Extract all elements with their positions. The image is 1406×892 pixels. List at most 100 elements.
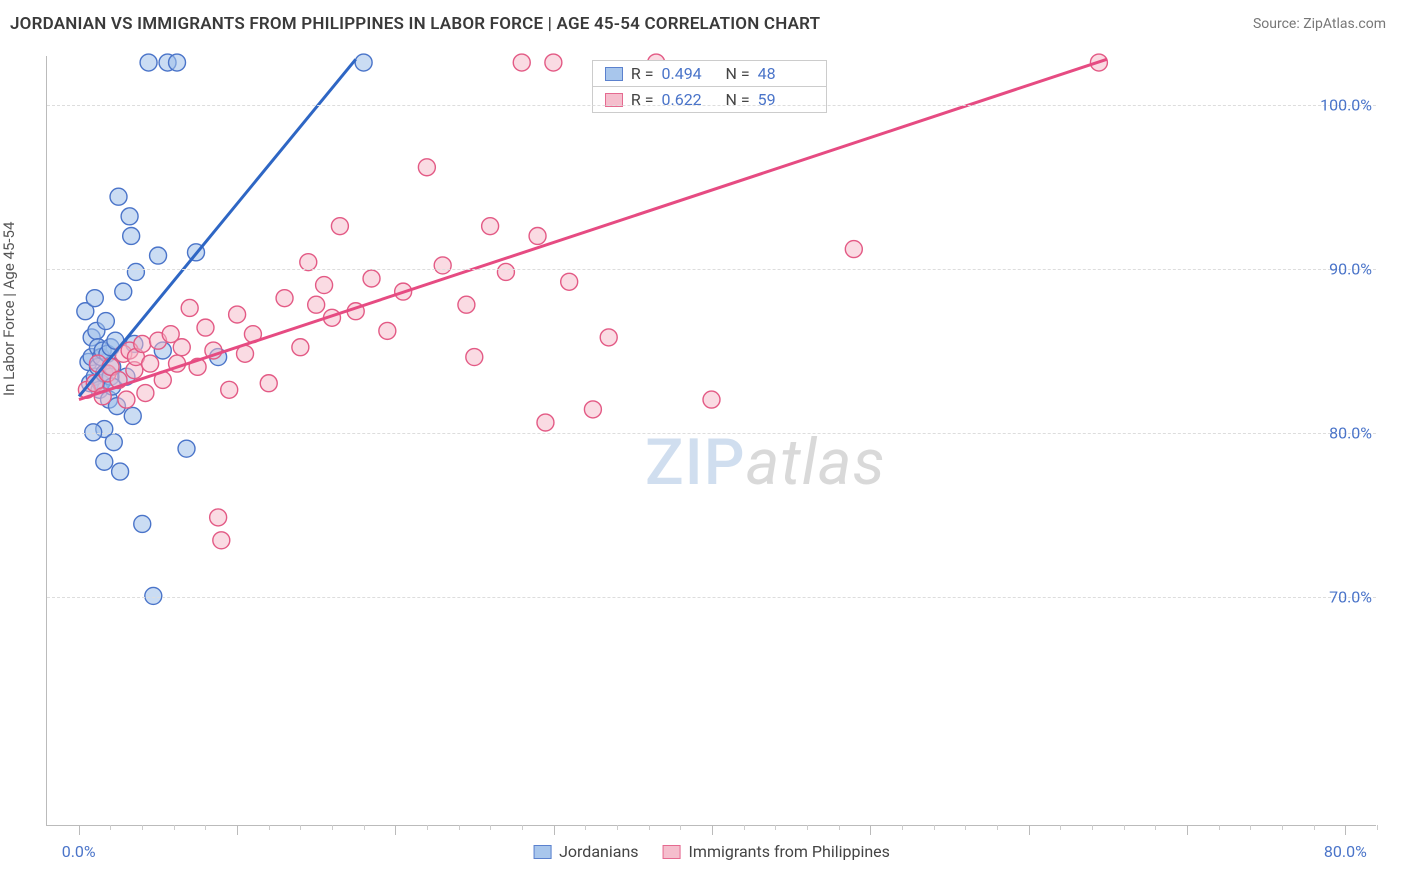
scatter-point-philippines [331, 218, 348, 235]
scatter-point-philippines [379, 322, 396, 339]
x-tick-minor [490, 825, 491, 830]
x-tick-minor [142, 825, 143, 830]
r-label: R = [631, 90, 654, 109]
legend-swatch [605, 67, 623, 81]
scatter-point-philippines [845, 241, 862, 258]
x-tick-minor [807, 825, 808, 830]
x-tick-minor [1282, 825, 1283, 830]
scatter-point-philippines [134, 335, 151, 352]
x-tick-major [1029, 825, 1030, 835]
x-tick-label: 80.0% [1324, 842, 1367, 861]
x-tick-minor [965, 825, 966, 830]
scatter-point-jordanians [169, 54, 186, 71]
scatter-point-philippines [221, 381, 238, 398]
x-tick-minor [1124, 825, 1125, 830]
x-tick-major [237, 825, 238, 835]
legend-label: Jordanians [559, 842, 638, 861]
scatter-point-philippines [181, 299, 198, 316]
scatter-point-philippines [197, 319, 214, 336]
gridline-h [47, 433, 1376, 434]
scatter-point-jordanians [121, 208, 138, 225]
x-tick-major [554, 825, 555, 835]
x-tick-minor [300, 825, 301, 830]
scatter-point-philippines [584, 401, 601, 418]
scatter-point-philippines [276, 290, 293, 307]
scatter-point-jordanians [124, 407, 141, 424]
scatter-point-jordanians [140, 54, 157, 71]
scatter-point-philippines [210, 509, 227, 526]
r-value: 0.494 [661, 64, 717, 83]
y-tick-label: 80.0% [1329, 423, 1378, 442]
x-tick-major [395, 825, 396, 835]
corr-legend-row-jordanians: R = 0.494 N = 48 [593, 61, 826, 86]
x-tick-minor [680, 825, 681, 830]
y-axis-label: In Labor Force | Age 45-54 [0, 222, 18, 396]
scatter-point-philippines [466, 349, 483, 366]
legend-label: Immigrants from Philippines [689, 842, 890, 861]
gridline-h [47, 269, 1376, 270]
scatter-point-philippines [497, 263, 514, 280]
scatter-point-jordanians [127, 263, 144, 280]
legend-swatch [663, 845, 681, 859]
scatter-point-philippines [703, 391, 720, 408]
x-tick-minor [649, 825, 650, 830]
x-tick-minor [902, 825, 903, 830]
scatter-point-philippines [142, 355, 159, 372]
x-tick-major [1345, 825, 1346, 835]
x-tick-major [712, 825, 713, 835]
r-label: R = [631, 64, 654, 83]
x-tick-minor [1314, 825, 1315, 830]
x-tick-minor [269, 825, 270, 830]
scatter-point-philippines [118, 391, 135, 408]
scatter-point-jordanians [134, 515, 151, 532]
scatter-point-philippines [537, 414, 554, 431]
x-tick-minor [1092, 825, 1093, 830]
x-tick-minor [1250, 825, 1251, 830]
scatter-point-philippines [434, 257, 451, 274]
scatter-point-jordanians [105, 434, 122, 451]
plot-svg [47, 56, 1376, 825]
scatter-point-philippines [545, 54, 562, 71]
x-tick-major [1187, 825, 1188, 835]
x-tick-minor [459, 825, 460, 830]
scatter-point-jordanians [97, 313, 114, 330]
x-tick-minor [997, 825, 998, 830]
scatter-point-jordanians [123, 227, 140, 244]
scatter-point-philippines [316, 277, 333, 294]
x-tick-minor [839, 825, 840, 830]
n-label: N = [725, 64, 749, 83]
x-tick-minor [1155, 825, 1156, 830]
chart-title: JORDANIAN VS IMMIGRANTS FROM PHILIPPINES… [10, 14, 820, 34]
scatter-point-jordanians [150, 247, 167, 264]
scatter-point-jordanians [355, 54, 372, 71]
x-tick-minor [617, 825, 618, 830]
scatter-point-philippines [561, 273, 578, 290]
x-tick-minor [934, 825, 935, 830]
y-tick-label: 90.0% [1329, 259, 1378, 278]
legend-item-jordanians: Jordanians [533, 842, 638, 861]
scatter-point-philippines [213, 532, 230, 549]
gridline-h [47, 597, 1376, 598]
x-tick-minor [1377, 825, 1378, 830]
n-value: 48 [758, 64, 814, 83]
y-tick-label: 70.0% [1329, 587, 1378, 606]
x-tick-minor [1219, 825, 1220, 830]
scatter-point-philippines [482, 218, 499, 235]
scatter-point-philippines [173, 339, 190, 356]
x-tick-minor [174, 825, 175, 830]
series-legend: Jordanians Immigrants from Philippines [533, 842, 890, 861]
scatter-point-philippines [600, 329, 617, 346]
x-tick-major [870, 825, 871, 835]
scatter-point-jordanians [178, 440, 195, 457]
scatter-point-jordanians [96, 453, 113, 470]
n-label: N = [725, 90, 749, 109]
y-tick-label: 100.0% [1320, 96, 1378, 115]
x-tick-minor [364, 825, 365, 830]
x-tick-minor [110, 825, 111, 830]
scatter-point-philippines [363, 270, 380, 287]
scatter-point-philippines [260, 375, 277, 392]
x-tick-minor [744, 825, 745, 830]
scatter-point-jordanians [115, 283, 132, 300]
scatter-point-philippines [458, 296, 475, 313]
scatter-point-philippines [513, 54, 530, 71]
